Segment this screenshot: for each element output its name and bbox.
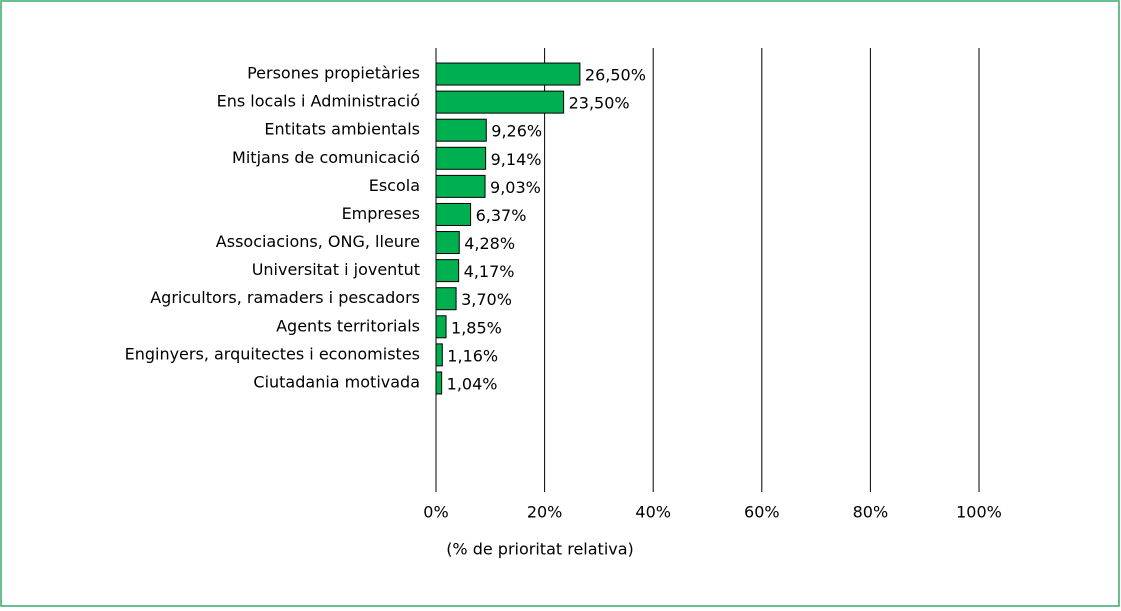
value-label: 1,85% [451, 318, 502, 337]
value-label: 9,03% [490, 178, 541, 197]
value-label: 26,50% [585, 66, 646, 85]
y-tick-label: Universitat i joventut [252, 260, 420, 279]
x-tick-label: 20% [527, 503, 563, 522]
y-tick-label: Ens locals i Administració [217, 92, 420, 111]
y-tick-label: Mitjans de comunicació [232, 148, 420, 167]
x-axis-label: (% de prioritat relativa) [446, 540, 634, 559]
bar [435, 287, 457, 311]
x-tick-label: 0% [423, 503, 448, 522]
bar [435, 62, 581, 86]
y-tick-label: Associacions, ONG, lleure [216, 232, 420, 251]
y-tick-label: Persones propietàries [247, 64, 420, 83]
x-tick-label: 80% [853, 503, 889, 522]
y-tick-label: Ciutadania motivada [253, 372, 420, 391]
bar [435, 231, 460, 255]
value-label: 1,16% [447, 346, 498, 365]
value-label: 23,50% [569, 94, 630, 113]
x-tick-label: 60% [744, 503, 780, 522]
x-tick-label: 40% [635, 503, 671, 522]
value-label: 1,04% [447, 374, 498, 393]
y-tick-label: Entitats ambientals [264, 120, 420, 139]
y-tick-label: Agents territorials [276, 316, 420, 335]
bar [435, 118, 487, 142]
value-label: 4,28% [464, 234, 515, 253]
bar [435, 90, 565, 114]
bar [435, 259, 460, 283]
value-label: 3,70% [461, 290, 512, 309]
bar [435, 174, 486, 198]
y-tick-label: Agricultors, ramaders i pescadors [150, 288, 420, 307]
bar [435, 202, 472, 226]
y-tick-label: Enginyers, arquitectes i economistes [125, 344, 420, 363]
bar [435, 315, 447, 339]
bar [435, 343, 443, 367]
value-label: 6,37% [476, 206, 527, 225]
x-tick-label: 100% [956, 503, 1002, 522]
value-label: 9,14% [491, 150, 542, 169]
bar [435, 371, 443, 395]
value-label: 9,26% [491, 122, 542, 141]
bar [435, 146, 487, 170]
value-label: 4,17% [464, 262, 515, 281]
y-tick-label: Empreses [342, 204, 420, 223]
y-tick-label: Escola [369, 176, 420, 195]
